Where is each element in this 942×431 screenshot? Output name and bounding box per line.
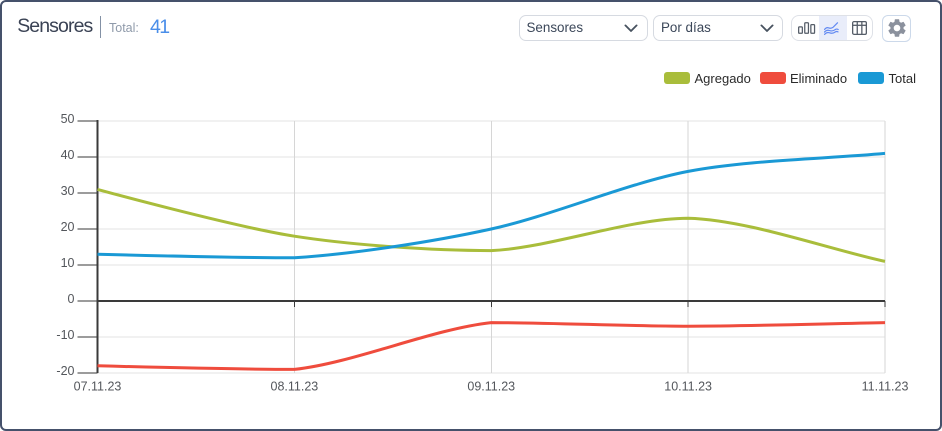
svg-text:Agregado: Agregado (695, 71, 751, 86)
svg-text:09.11.23: 09.11.23 (467, 380, 515, 394)
svg-text:20: 20 (61, 220, 75, 234)
svg-text:-10: -10 (56, 328, 74, 342)
svg-text:07.11.23: 07.11.23 (74, 380, 122, 394)
svg-text:40: 40 (61, 148, 75, 162)
svg-text:-20: -20 (56, 364, 74, 378)
svg-text:10.11.23: 10.11.23 (664, 380, 712, 394)
svg-text:11.11.23: 11.11.23 (862, 380, 909, 394)
svg-text:Eliminado: Eliminado (790, 71, 847, 86)
svg-text:0: 0 (68, 292, 75, 306)
svg-text:30: 30 (61, 184, 75, 198)
svg-text:10: 10 (61, 256, 75, 270)
svg-text:08.11.23: 08.11.23 (271, 380, 319, 394)
svg-text:Total: Total (889, 71, 917, 86)
svg-text:50: 50 (61, 112, 75, 126)
